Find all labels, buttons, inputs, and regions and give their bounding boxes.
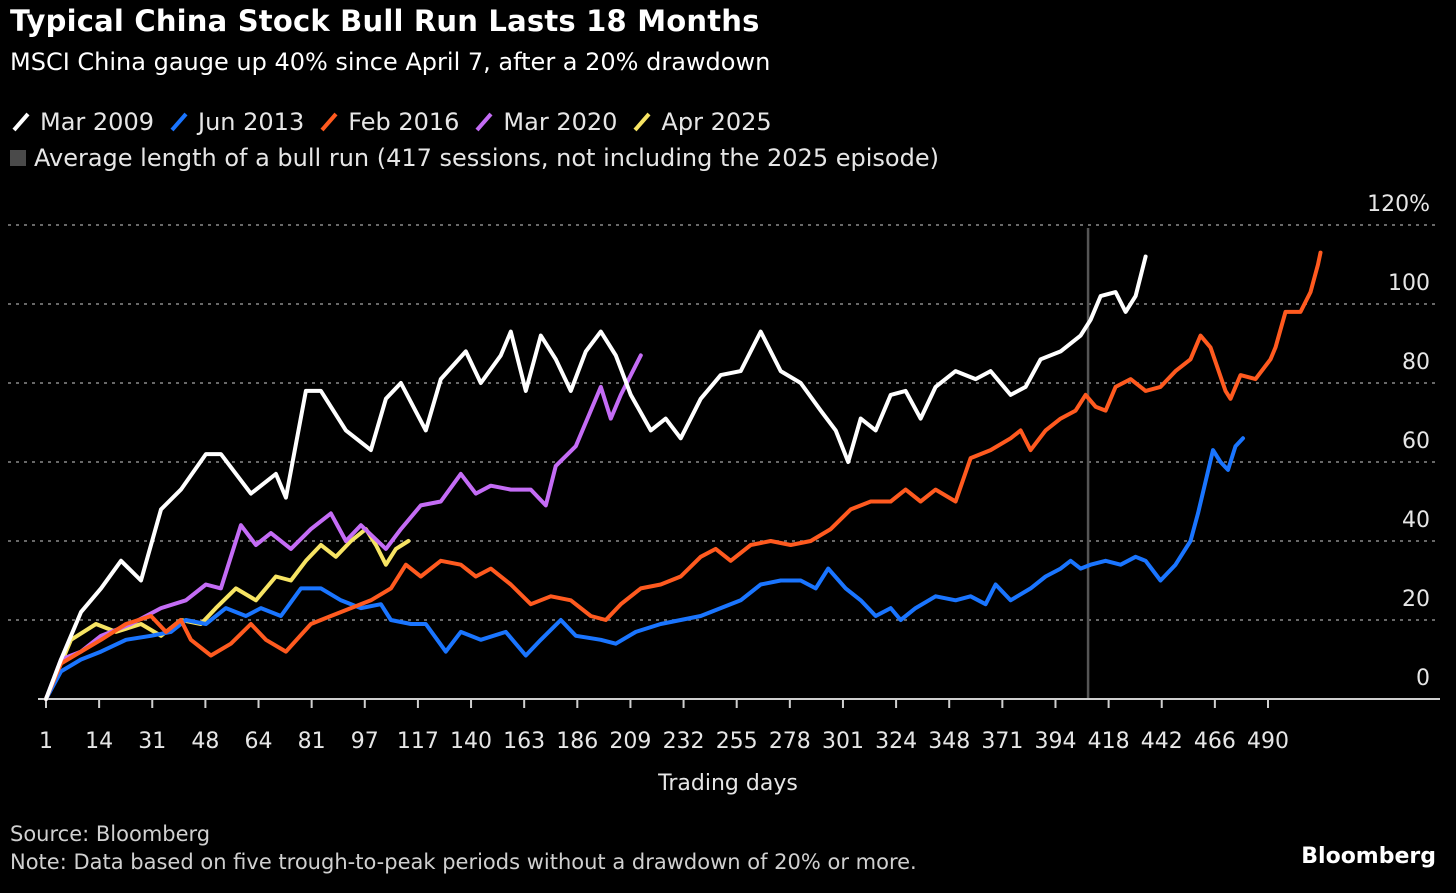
legend-swatch-line-icon (633, 112, 651, 132)
x-tick-label: 442 (1141, 729, 1183, 754)
x-tick-label: 394 (1034, 729, 1076, 754)
footer-notes: Source: Bloomberg Note: Data based on fi… (10, 820, 917, 876)
y-tick-label: 20 (1402, 587, 1430, 612)
legend: Mar 2009 Jun 2013 Feb 2016 Mar 2020 Apr … (10, 104, 939, 176)
x-tick-label: 255 (716, 729, 758, 754)
series-line-feb-2016 (44, 250, 1323, 701)
bloomberg-logo: Bloomberg (1301, 844, 1436, 869)
x-axis-title: Trading days (657, 771, 798, 796)
x-tick-label: 163 (503, 729, 545, 754)
legend-label: Jun 2013 (198, 108, 305, 136)
x-tick-label: 418 (1088, 729, 1130, 754)
legend-series-row: Mar 2009 Jun 2013 Feb 2016 Mar 2020 Apr … (10, 104, 939, 140)
source-text: Source: Bloomberg (10, 822, 211, 846)
x-tick-label: 466 (1194, 729, 1236, 754)
x-tick-label: 140 (450, 729, 492, 754)
x-tick-label: 64 (245, 729, 273, 754)
x-tick-label: 14 (85, 729, 113, 754)
legend-item-apr-2025: Apr 2025 (631, 108, 772, 136)
series-line-apr-2025 (44, 527, 411, 701)
x-tick-label: 324 (875, 729, 917, 754)
x-tick-label: 278 (769, 729, 811, 754)
legend-average-label: Average length of a bull run (417 sessio… (34, 144, 939, 172)
x-tick-label: 348 (928, 729, 970, 754)
legend-label: Mar 2009 (40, 108, 154, 136)
legend-item-mar-2009: Mar 2009 (10, 108, 154, 136)
y-tick-label: 80 (1402, 350, 1430, 375)
y-tick-label: 100 (1388, 271, 1430, 296)
x-tick-label: 48 (191, 729, 219, 754)
x-tick-label: 301 (822, 729, 864, 754)
x-tick-label: 31 (138, 729, 166, 754)
legend-swatch-line-icon (12, 112, 30, 132)
legend-item-feb-2016: Feb 2016 (318, 108, 459, 136)
series-line-mar-2009 (44, 254, 1148, 701)
legend-average-row: Average length of a bull run (417 sessio… (10, 140, 939, 176)
series-line-jun-2013 (44, 436, 1245, 701)
chart-subtitle: MSCI China gauge up 40% since April 7, a… (10, 48, 771, 76)
note-text: Note: Data based on five trough-to-peak … (10, 850, 917, 874)
x-tick-label: 490 (1247, 729, 1289, 754)
y-tick-label: 40 (1402, 508, 1430, 533)
legend-item-mar-2020: Mar 2020 (473, 108, 617, 136)
y-tick-label: 120% (1367, 192, 1430, 217)
y-tick-label: 60 (1402, 429, 1430, 454)
x-tick-label: 97 (351, 729, 379, 754)
x-tick-label: 209 (609, 729, 651, 754)
x-tick-label: 1 (39, 729, 53, 754)
x-tick-label: 81 (298, 729, 326, 754)
legend-swatch-line-icon (475, 112, 493, 132)
average-swatch-icon (10, 150, 26, 166)
legend-label: Apr 2025 (661, 108, 772, 136)
legend-swatch-line-icon (170, 112, 188, 132)
x-tick-label: 186 (556, 729, 598, 754)
x-tick-label: 371 (981, 729, 1023, 754)
legend-item-jun-2013: Jun 2013 (168, 108, 304, 136)
chart-title: Typical China Stock Bull Run Lasts 18 Mo… (10, 4, 760, 38)
y-tick-label: 0 (1416, 666, 1430, 691)
legend-swatch-line-icon (320, 112, 338, 132)
series-line-mar-2020 (44, 353, 643, 701)
legend-label: Mar 2020 (503, 108, 618, 136)
legend-label: Feb 2016 (348, 108, 460, 136)
x-tick-label: 232 (663, 729, 705, 754)
x-tick-label: 117 (397, 729, 439, 754)
